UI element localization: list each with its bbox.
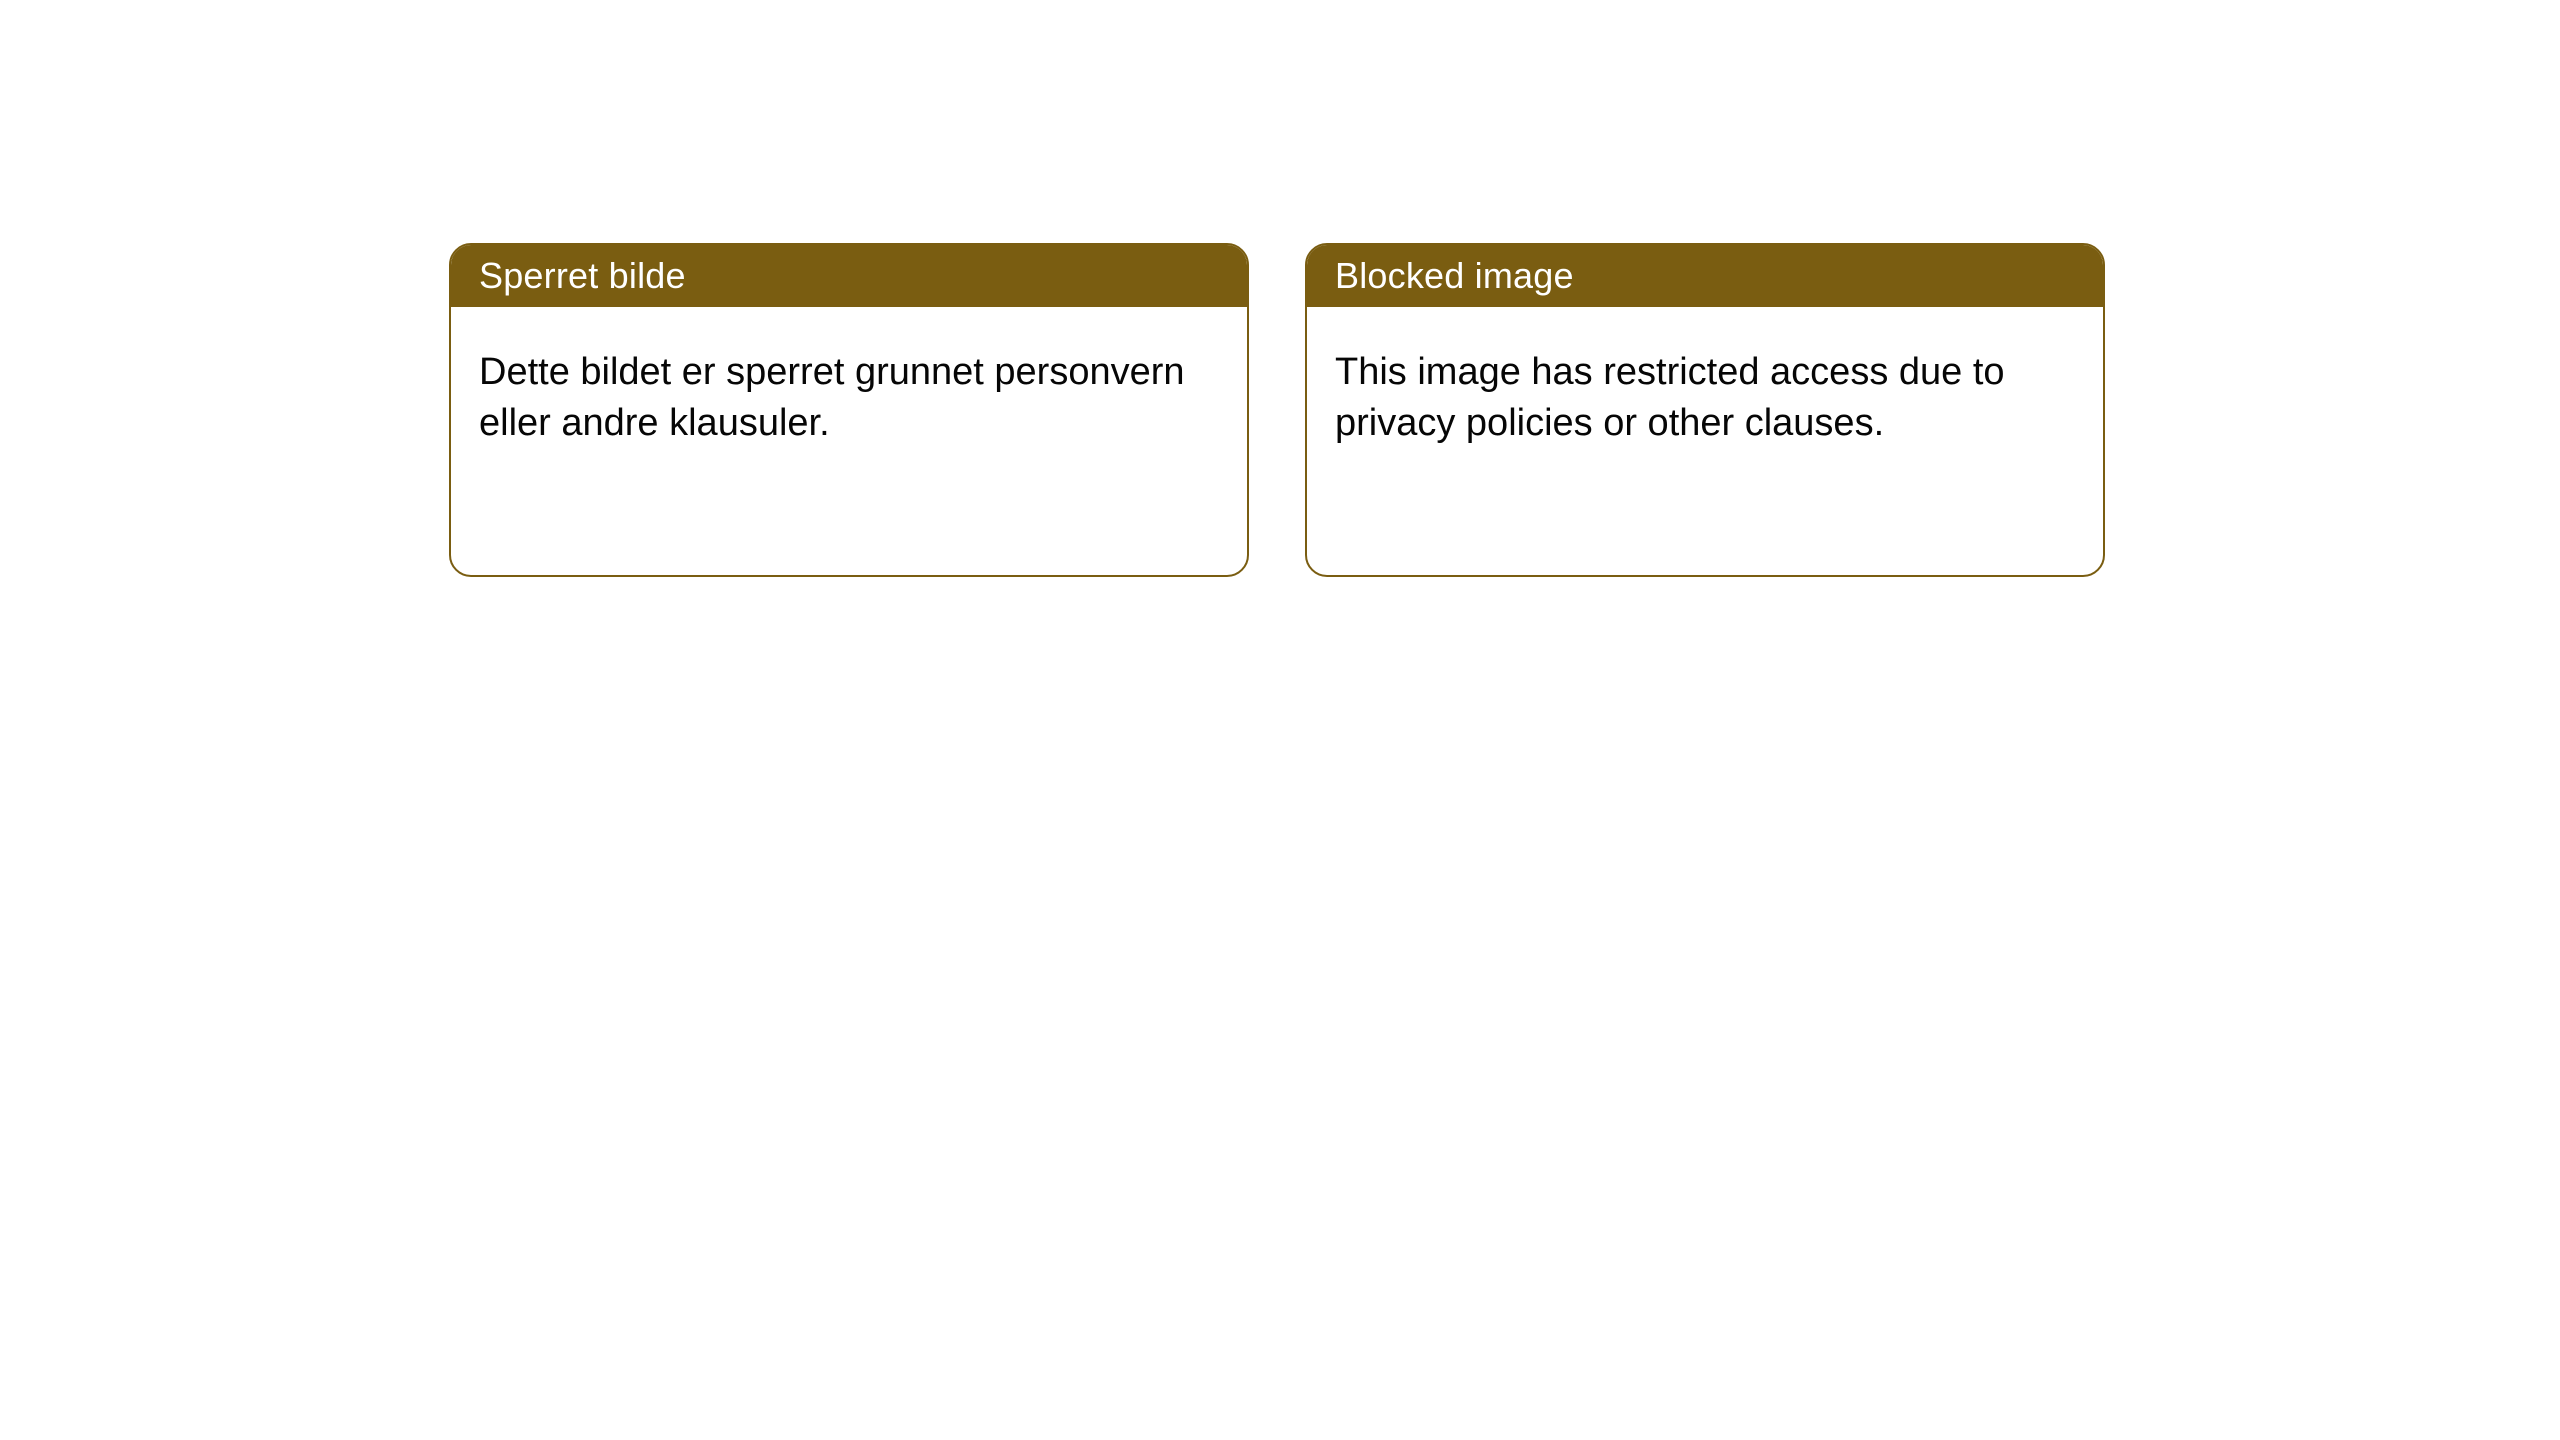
notice-body: Dette bildet er sperret grunnet personve… — [451, 307, 1247, 489]
notice-body: This image has restricted access due to … — [1307, 307, 2103, 489]
notice-box-norwegian: Sperret bilde Dette bildet er sperret gr… — [449, 243, 1249, 577]
notice-container: Sperret bilde Dette bildet er sperret gr… — [449, 243, 2105, 577]
notice-box-english: Blocked image This image has restricted … — [1305, 243, 2105, 577]
notice-title: Blocked image — [1307, 245, 2103, 307]
notice-title: Sperret bilde — [451, 245, 1247, 307]
